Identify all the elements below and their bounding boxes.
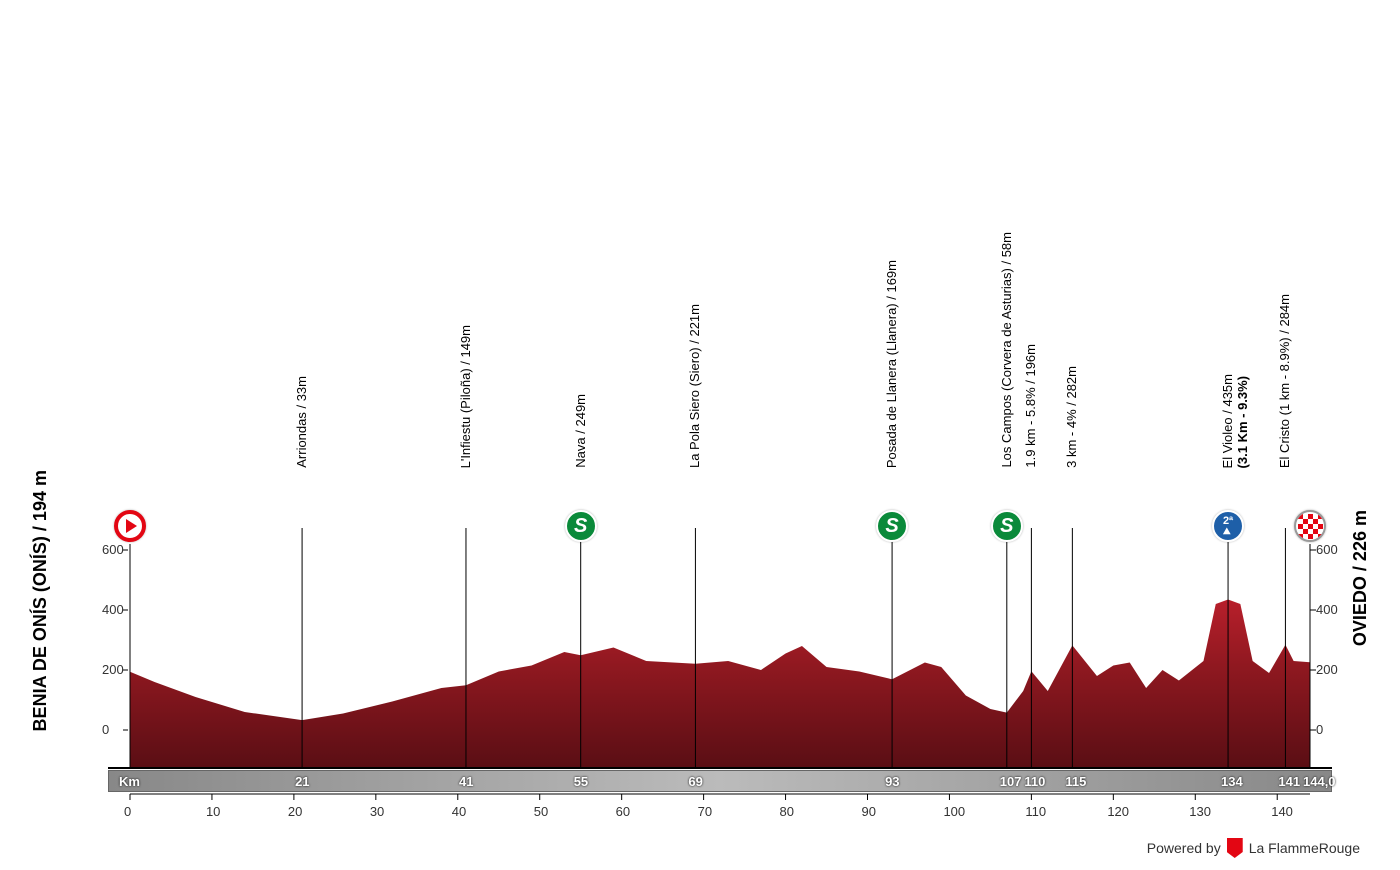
y-tick-right: 400	[1316, 602, 1338, 617]
x-tick: 60	[616, 804, 630, 819]
sprint-icon: S	[876, 510, 908, 542]
poi-label: 3 km - 4% / 282m	[1064, 366, 1079, 468]
y-tick-left: 0	[102, 722, 109, 737]
km-bar-mark: 110	[1024, 774, 1045, 789]
y-tick-right: 200	[1316, 662, 1338, 677]
poi-label: Nava / 249m	[573, 394, 588, 468]
footer-brand: La FlammeRouge	[1249, 840, 1360, 856]
km-bar-mark: 107	[1000, 774, 1022, 789]
finish-label: OVIEDO / 226 m	[1350, 510, 1371, 646]
y-tick-left: 200	[102, 662, 124, 677]
x-tick: 100	[943, 804, 965, 819]
x-tick: 20	[288, 804, 302, 819]
sprint-icon: S	[565, 510, 597, 542]
km-bar-mark: 144,0	[1303, 774, 1336, 789]
x-tick: 10	[206, 804, 220, 819]
poi-label: El Cristo (1 km - 8.9%) / 284m	[1277, 294, 1292, 468]
x-tick: 0	[124, 804, 131, 819]
start-icon	[114, 510, 146, 542]
km-bar: Km2141556993107110115134141144,0	[108, 770, 1332, 792]
km-bar-mark: 141	[1278, 774, 1300, 789]
finish-icon	[1294, 510, 1326, 542]
y-tick-right: 600	[1316, 542, 1338, 557]
footer-credit: Powered by La FlammeRouge	[1147, 838, 1360, 858]
climb-cat-icon: 2ª⛰	[1212, 510, 1244, 542]
profile-svg	[100, 50, 1340, 870]
x-tick: 80	[780, 804, 794, 819]
km-bar-mark: 93	[885, 774, 899, 789]
flamme-rouge-logo-icon	[1227, 838, 1243, 858]
poi-label: 1.9 km - 5.8% / 196m	[1023, 344, 1038, 468]
poi-label: Los Campos (Corvera de Asturias) / 58m	[999, 232, 1014, 468]
km-bar-mark: 69	[688, 774, 702, 789]
km-bar-mark: 134	[1221, 774, 1243, 789]
y-tick-left: 400	[102, 602, 124, 617]
km-bar-mark: 55	[574, 774, 588, 789]
km-bar-mark: 21	[295, 774, 309, 789]
x-tick: 50	[534, 804, 548, 819]
km-bar-label: Km	[119, 774, 140, 789]
x-tick: 110	[1025, 804, 1046, 819]
x-tick: 90	[862, 804, 876, 819]
x-tick: 70	[698, 804, 712, 819]
sprint-icon: S	[991, 510, 1023, 542]
x-tick: 40	[452, 804, 466, 819]
poi-label: L'Infiestu (Piloña) / 149m	[458, 325, 473, 468]
x-tick: 30	[370, 804, 384, 819]
x-tick: 140	[1271, 804, 1293, 819]
x-tick: 120	[1107, 804, 1129, 819]
start-label: BENIA DE ONÍS (ONÍS) / 194 m	[30, 470, 51, 731]
km-bar-mark: 115	[1065, 774, 1086, 789]
footer-prefix: Powered by	[1147, 840, 1221, 856]
poi-label: El Violeo / 435m(3.1 Km - 9.3%)	[1220, 374, 1250, 468]
x-tick: 130	[1189, 804, 1211, 819]
poi-label: Arriondas / 33m	[294, 376, 309, 468]
y-tick-left: 600	[102, 542, 124, 557]
elevation-profile-chart: 0200400600 0200400600 BENIA DE ONÍS (ONÍ…	[100, 50, 1340, 790]
km-bar-mark: 41	[459, 774, 473, 789]
poi-label: La Pola Siero (Siero) / 221m	[687, 304, 702, 468]
poi-label: Posada de Llanera (Llanera) / 169m	[884, 260, 899, 468]
y-tick-right: 0	[1316, 722, 1323, 737]
